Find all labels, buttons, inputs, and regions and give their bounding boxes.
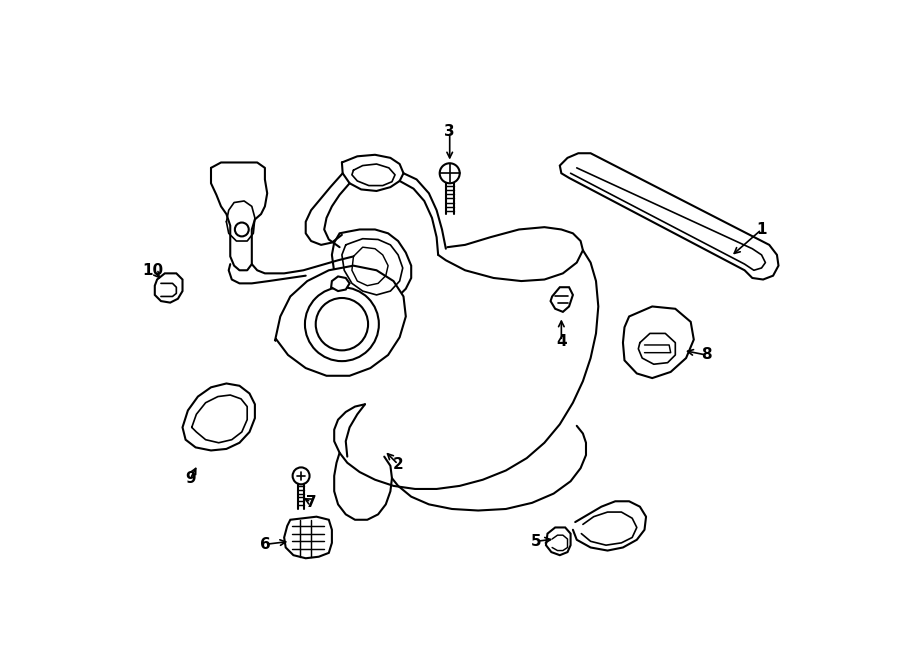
Polygon shape: [274, 266, 406, 375]
Polygon shape: [546, 527, 571, 555]
Circle shape: [235, 223, 248, 237]
Polygon shape: [155, 274, 183, 303]
Polygon shape: [623, 307, 694, 378]
Circle shape: [440, 163, 460, 183]
Polygon shape: [183, 383, 255, 450]
Text: 8: 8: [701, 348, 711, 362]
Polygon shape: [551, 288, 573, 312]
Circle shape: [292, 467, 310, 485]
Polygon shape: [284, 517, 332, 559]
Text: 1: 1: [756, 222, 767, 237]
Text: 2: 2: [392, 457, 403, 472]
Text: 5: 5: [531, 534, 541, 549]
Polygon shape: [332, 229, 411, 303]
Polygon shape: [331, 276, 349, 291]
Text: 3: 3: [445, 124, 455, 139]
Circle shape: [316, 298, 368, 350]
Text: 7: 7: [306, 494, 317, 510]
Circle shape: [305, 288, 379, 361]
Text: 6: 6: [259, 537, 270, 552]
Text: 9: 9: [184, 471, 195, 486]
Polygon shape: [560, 153, 778, 280]
Text: 4: 4: [556, 334, 567, 348]
Text: 10: 10: [143, 263, 164, 278]
